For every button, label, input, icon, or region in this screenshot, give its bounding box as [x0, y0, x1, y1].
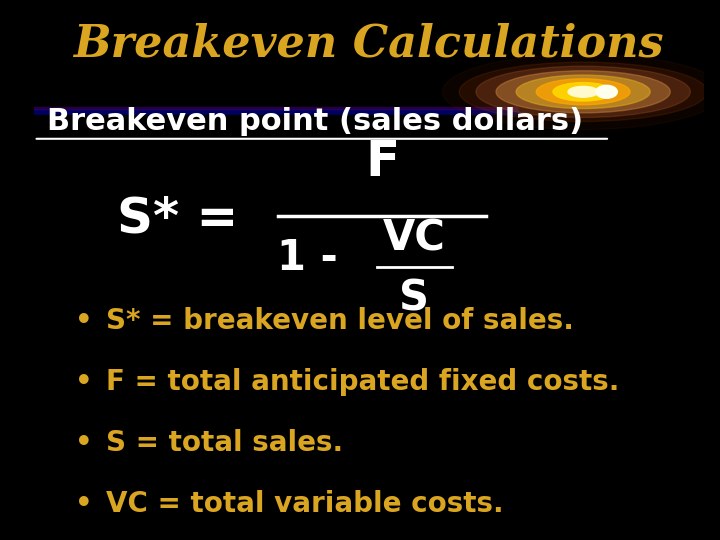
Text: 1 -: 1 -: [276, 237, 338, 279]
Ellipse shape: [442, 54, 720, 130]
Ellipse shape: [553, 83, 613, 101]
Ellipse shape: [476, 66, 690, 118]
Text: VC = total variable costs.: VC = total variable costs.: [106, 490, 504, 518]
Text: •: •: [74, 488, 94, 521]
Text: •: •: [74, 366, 94, 399]
Text: S* =: S* =: [117, 195, 238, 242]
Ellipse shape: [568, 86, 598, 97]
Text: F = total anticipated fixed costs.: F = total anticipated fixed costs.: [106, 368, 619, 396]
Text: •: •: [74, 305, 94, 338]
Ellipse shape: [516, 75, 650, 109]
Ellipse shape: [536, 79, 630, 105]
Ellipse shape: [496, 71, 670, 113]
Text: Breakeven point (sales dollars): Breakeven point (sales dollars): [47, 107, 583, 136]
Text: S: S: [400, 277, 429, 319]
Ellipse shape: [459, 62, 707, 122]
Text: S = total sales.: S = total sales.: [106, 429, 343, 457]
Text: VC: VC: [383, 218, 446, 260]
Text: •: •: [74, 427, 94, 460]
Ellipse shape: [596, 85, 617, 98]
Text: F: F: [365, 138, 400, 186]
Text: S* = breakeven level of sales.: S* = breakeven level of sales.: [106, 307, 574, 335]
Text: Breakeven Calculations: Breakeven Calculations: [73, 23, 664, 66]
